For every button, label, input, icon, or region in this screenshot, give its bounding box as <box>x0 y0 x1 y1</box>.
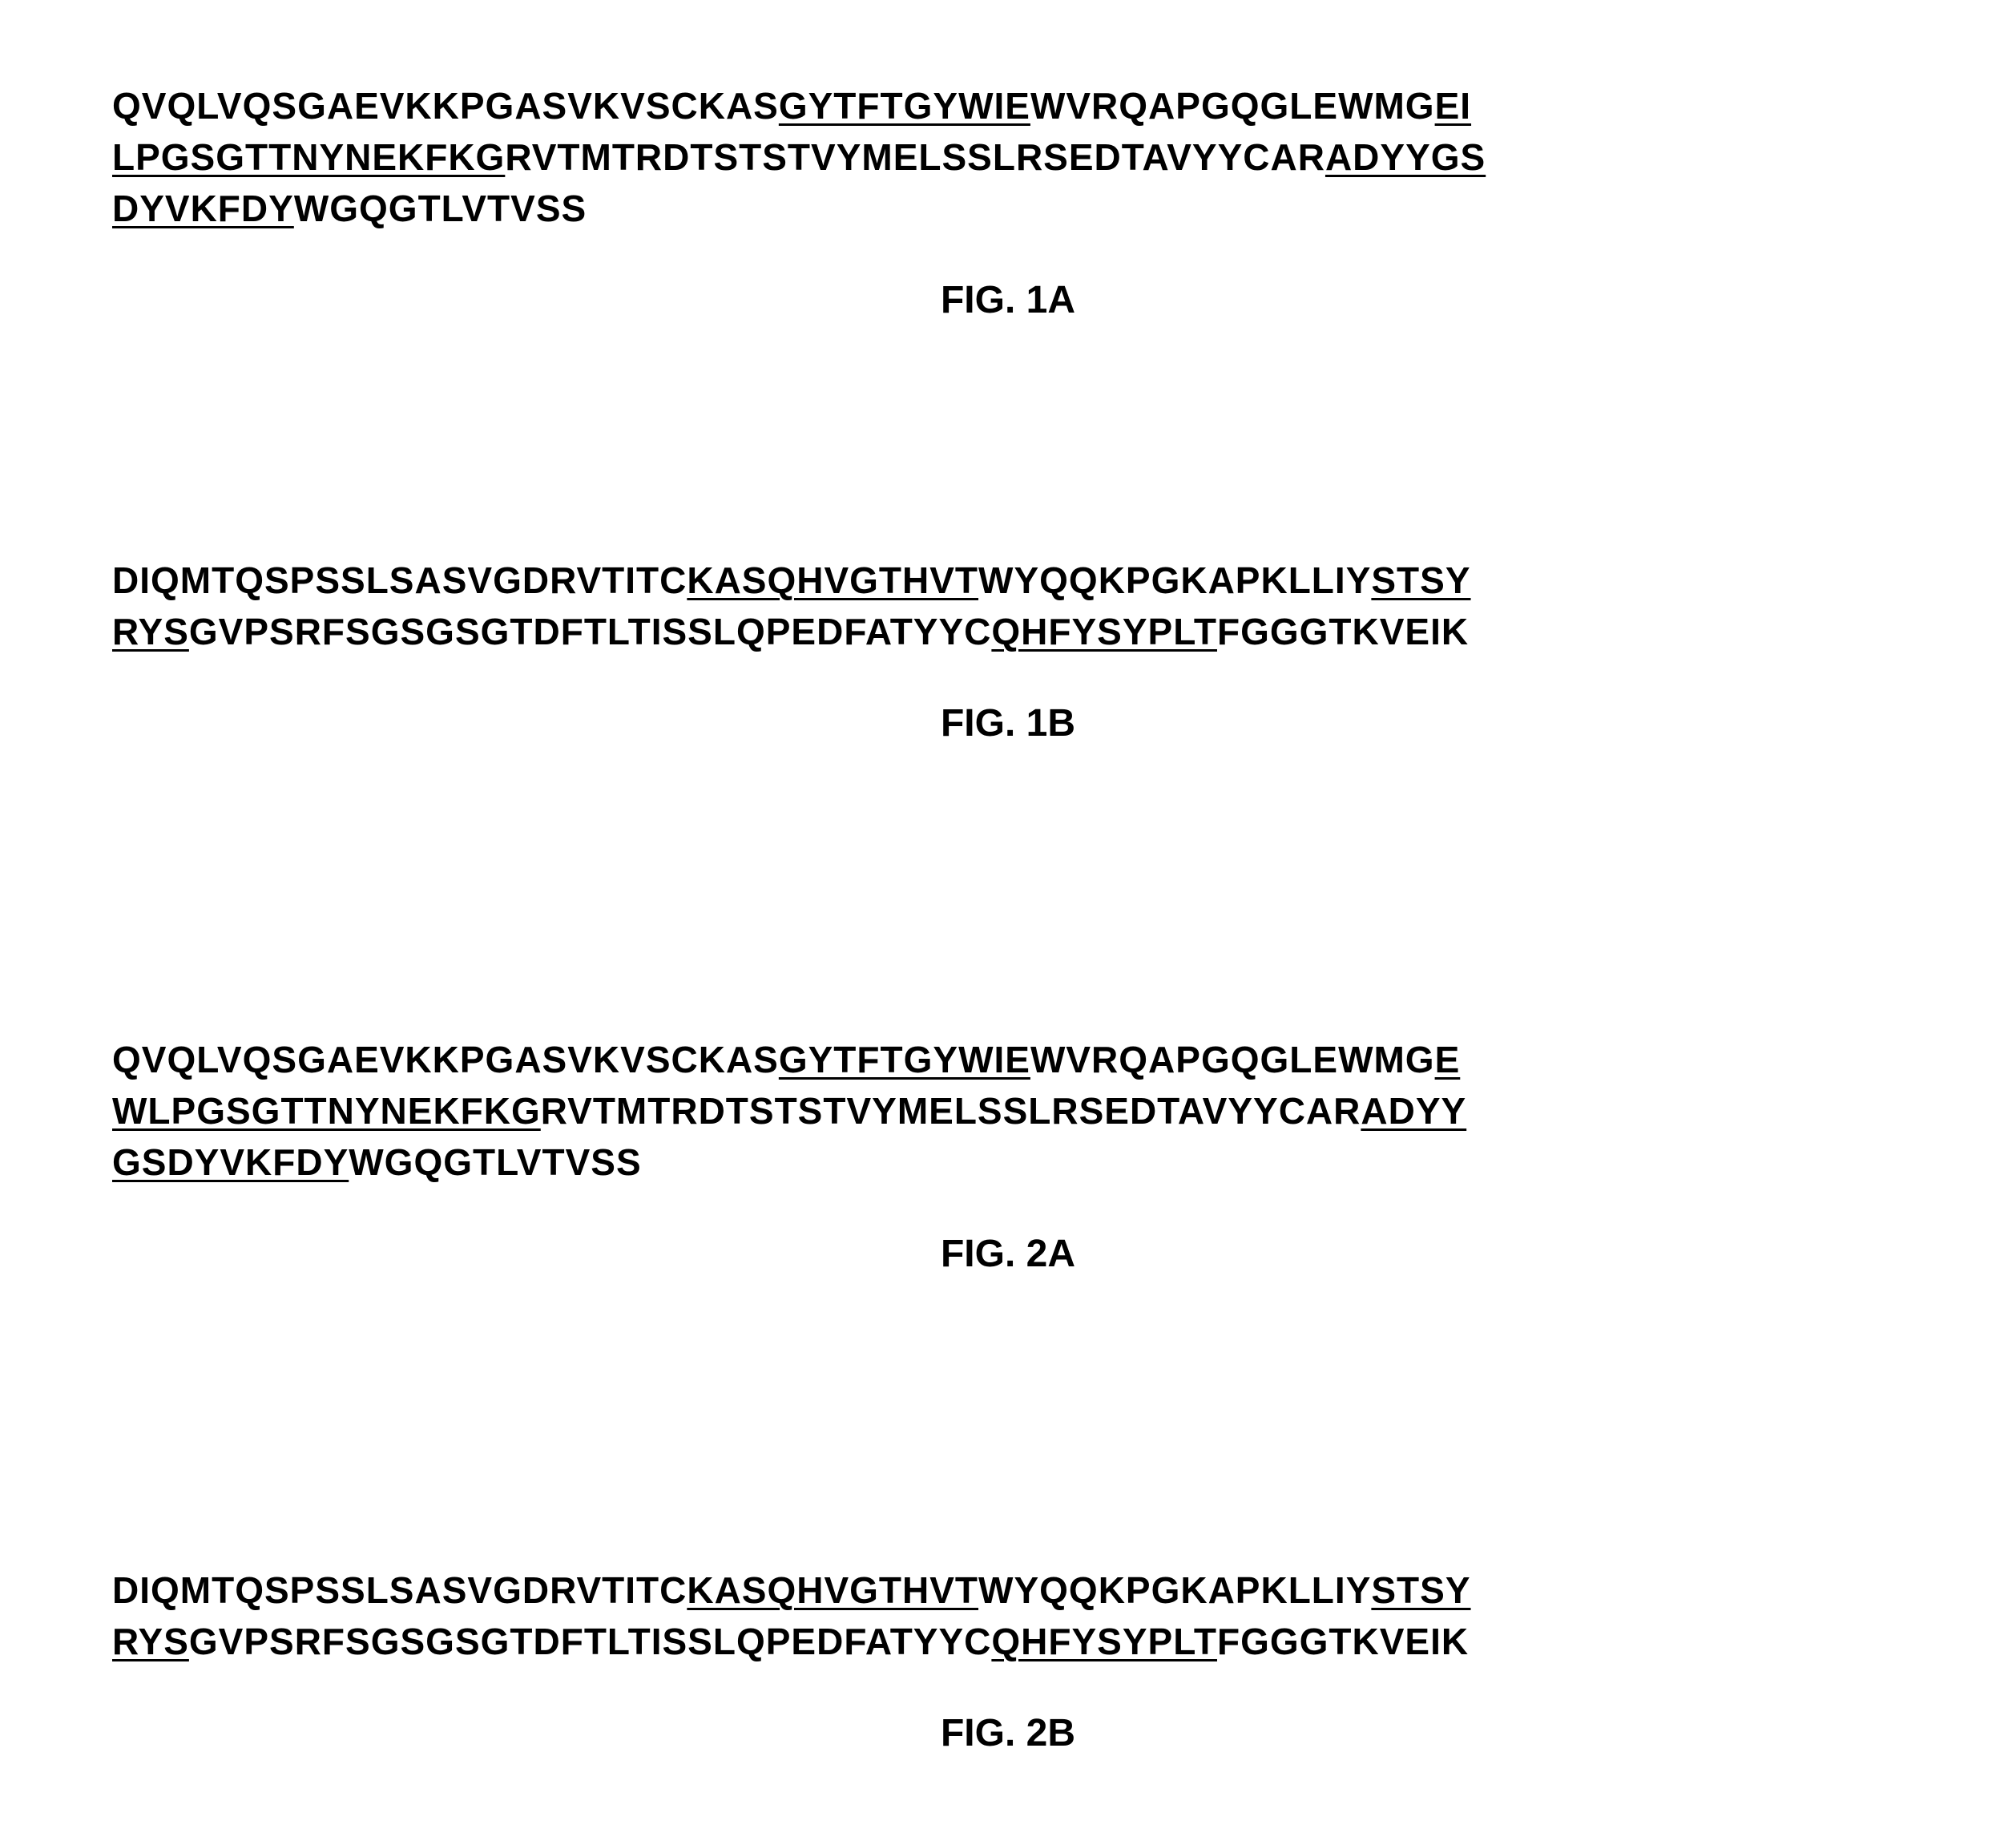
cdr-region: GYTFTGYWIE <box>779 85 1030 127</box>
page: QVQLVQSGAEVKKPGASVKVSCKASGYTFTGYWIEWVRQA… <box>0 0 2016 1837</box>
framework-region: QVQLVQSGAEVKKPGASVKVSCKAS <box>112 1039 779 1080</box>
cdr-region: WLPGSGTTNYNEKFKG <box>112 1090 541 1132</box>
framework-region: WYQQKPGKAPKLLIY <box>978 1569 1371 1611</box>
framework-region: WGQGTLVTVSS <box>294 188 587 229</box>
sequence-2b: DIQMTQSPSSLSASVGDRVTITCKASQHVGTHVTWYQQKP… <box>112 1564 1904 1667</box>
cdr-region: STSY <box>1371 559 1470 601</box>
spacer <box>112 793 1904 1034</box>
cdr-region: EI <box>1435 85 1471 127</box>
figure-2a-block: QVQLVQSGAEVKKPGASVKVSCKASGYTFTGYWIEWVRQA… <box>112 1034 1904 1276</box>
spacer <box>112 370 1904 555</box>
cdr-region: RYS <box>112 611 189 652</box>
figure-2b-caption: FIG. 2B <box>112 1711 1904 1755</box>
framework-region: RVTMTRDTSTSTVYMELSSLRSEDTAVYYCAR <box>505 136 1325 178</box>
cdr-region: GYTFTGYWIE <box>779 1039 1030 1080</box>
sequence-1a: QVQLVQSGAEVKKPGASVKVSCKASGYTFTGYWIEWVRQA… <box>112 80 1904 234</box>
figure-1b-block: DIQMTQSPSSLSASVGDRVTITCKASQHVGTHVTWYQQKP… <box>112 555 1904 745</box>
framework-region: GVPSRFSGSGSGTDFTLTISSLQPEDFATYYC <box>189 611 991 652</box>
framework-region: WVRQAPGQGLEWMG <box>1030 1039 1435 1080</box>
cdr-region: STSY <box>1371 1569 1470 1611</box>
cdr-region: KASQHVGTHVT <box>687 1569 978 1611</box>
figure-1b-caption: FIG. 1B <box>112 701 1904 745</box>
cdr-region: QHFYSYPLT <box>991 1621 1217 1662</box>
framework-region: WYQQKPGKAPKLLIY <box>978 559 1371 601</box>
spacer <box>112 1324 1904 1564</box>
sequence-1b: DIQMTQSPSSLSASVGDRVTITCKASQHVGTHVTWYQQKP… <box>112 555 1904 657</box>
cdr-region: ADYY <box>1361 1090 1466 1132</box>
framework-region: DIQMTQSPSSLSASVGDRVTITC <box>112 1569 687 1611</box>
figure-2a-caption: FIG. 2A <box>112 1232 1904 1276</box>
framework-region: GVPSRFSGSGSGTDFTLTISSLQPEDFATYYC <box>189 1621 991 1662</box>
framework-region: DIQMTQSPSSLSASVGDRVTITC <box>112 559 687 601</box>
cdr-region: E <box>1435 1039 1461 1080</box>
cdr-region: LPGSGTTNYNEKFKG <box>112 136 505 178</box>
cdr-region: KASQHVGTHVT <box>687 559 978 601</box>
figure-1a-caption: FIG. 1A <box>112 278 1904 322</box>
framework-region: QVQLVQSGAEVKKPGASVKVSCKAS <box>112 85 779 127</box>
framework-region: FGGGTKVEIK <box>1217 611 1469 652</box>
cdr-region: GSDYVKFDY <box>112 1141 349 1183</box>
sequence-2a: QVQLVQSGAEVKKPGASVKVSCKASGYTFTGYWIEWVRQA… <box>112 1034 1904 1188</box>
figure-1a-block: QVQLVQSGAEVKKPGASVKVSCKASGYTFTGYWIEWVRQA… <box>112 80 1904 322</box>
framework-region: FGGGTKVEIK <box>1217 1621 1469 1662</box>
cdr-region: QHFYSYPLT <box>991 611 1217 652</box>
framework-region: WVRQAPGQGLEWMG <box>1030 85 1435 127</box>
cdr-region: RYS <box>112 1621 189 1662</box>
framework-region: WGQGTLVTVSS <box>349 1141 641 1183</box>
framework-region: RVTMTRDTSTSTVYMELSSLRSEDTAVYYCAR <box>541 1090 1361 1132</box>
cdr-region: DYVKFDY <box>112 188 294 229</box>
figure-2b-block: DIQMTQSPSSLSASVGDRVTITCKASQHVGTHVTWYQQKP… <box>112 1564 1904 1755</box>
cdr-region: ADYYGS <box>1325 136 1486 178</box>
